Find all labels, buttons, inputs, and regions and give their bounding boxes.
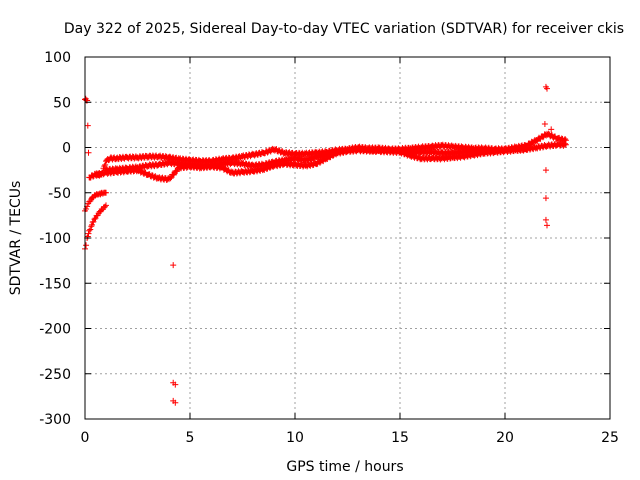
y-axis-ticks: 100 50 0 -50 -100 -150 -200 -250 -300 <box>39 50 610 428</box>
y-tick-label: -50 <box>48 186 71 202</box>
point-early-arcs <box>88 223 95 230</box>
x-axis-label: GPS time / hours <box>286 459 403 475</box>
point-early-arcs <box>87 226 94 233</box>
y-tick-label: -250 <box>39 367 71 383</box>
point-outliers <box>548 126 555 133</box>
point-upper-band <box>85 149 92 156</box>
point-lower-band <box>167 175 174 182</box>
point-outliers <box>542 195 549 202</box>
x-tick-label: 0 <box>81 430 90 446</box>
grid-lines <box>85 57 610 419</box>
x-tick-label: 5 <box>186 430 195 446</box>
point-early-arcs <box>85 230 92 237</box>
point-early-arcs <box>103 189 109 196</box>
point-outliers <box>541 120 548 127</box>
point-outliers <box>172 381 179 388</box>
y-tick-label: -200 <box>39 322 71 338</box>
point-middle-band <box>562 140 569 147</box>
point-early-arcs <box>90 218 97 225</box>
y-tick-label: 100 <box>44 50 71 66</box>
point-lower-band <box>523 146 529 153</box>
point-early-arcs <box>89 221 95 228</box>
x-tick-label: 25 <box>601 430 619 446</box>
point-early-arcs <box>91 216 98 223</box>
point-early-arcs <box>86 227 93 234</box>
point-early-arcs <box>101 203 108 210</box>
data-points <box>82 83 569 406</box>
x-axis-ticks: 0 5 10 15 20 25 <box>81 57 619 446</box>
point-early-arcs <box>83 206 90 213</box>
point-outliers <box>544 85 550 92</box>
y-tick-label: 50 <box>53 95 71 111</box>
x-tick-label: 15 <box>391 430 409 446</box>
y-tick-label: 0 <box>62 141 71 157</box>
y-tick-label: -150 <box>39 276 71 292</box>
point-outliers <box>172 399 179 406</box>
point-early-arcs <box>103 202 109 209</box>
x-tick-label: 20 <box>496 430 514 446</box>
y-axis-label: SDTVAR / TECUs <box>8 181 24 296</box>
point-early-arcs <box>83 242 90 249</box>
point-upper-band <box>84 122 91 129</box>
point-middle-band <box>562 141 569 148</box>
point-lower-band <box>522 145 529 152</box>
y-tick-label: -100 <box>39 231 71 247</box>
point-outliers <box>170 262 177 269</box>
x-tick-label: 10 <box>286 430 304 446</box>
chart-title: Day 322 of 2025, Sidereal Day-to-day VTE… <box>64 21 624 37</box>
point-upper-band <box>102 161 109 168</box>
point-outliers <box>544 222 550 229</box>
y-tick-label: -300 <box>39 412 71 428</box>
point-outliers <box>542 216 549 223</box>
point-outliers <box>542 167 549 174</box>
point-early-arcs <box>84 233 91 240</box>
